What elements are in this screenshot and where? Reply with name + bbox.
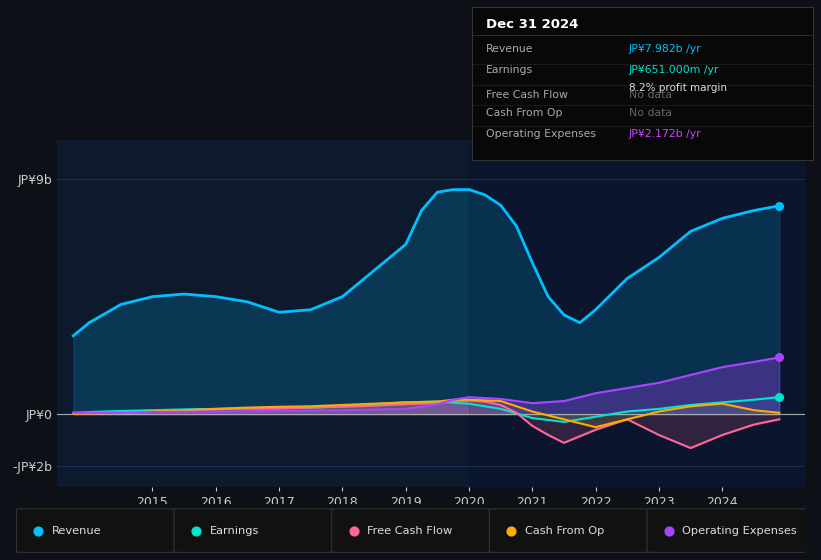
Text: 8.2% profit margin: 8.2% profit margin: [629, 83, 727, 94]
FancyBboxPatch shape: [647, 509, 808, 552]
Text: Revenue: Revenue: [52, 526, 102, 535]
Text: Cash From Op: Cash From Op: [486, 108, 562, 118]
Text: JP¥2.172b /yr: JP¥2.172b /yr: [629, 129, 701, 139]
FancyBboxPatch shape: [332, 509, 493, 552]
Text: JP¥7.982b /yr: JP¥7.982b /yr: [629, 44, 701, 54]
Point: [347, 526, 360, 535]
Text: Free Cash Flow: Free Cash Flow: [367, 526, 452, 535]
Bar: [469, 140, 805, 487]
Text: Earnings: Earnings: [209, 526, 259, 535]
Point: [32, 526, 45, 535]
FancyBboxPatch shape: [174, 509, 335, 552]
FancyBboxPatch shape: [489, 509, 650, 552]
Point: [773, 393, 786, 402]
Text: Cash From Op: Cash From Op: [525, 526, 604, 535]
Text: Operating Expenses: Operating Expenses: [486, 129, 596, 139]
Text: No data: No data: [629, 108, 672, 118]
Text: Revenue: Revenue: [486, 44, 533, 54]
Text: Operating Expenses: Operating Expenses: [682, 526, 797, 535]
Point: [190, 526, 203, 535]
Text: No data: No data: [629, 90, 672, 100]
FancyBboxPatch shape: [16, 509, 177, 552]
Point: [505, 526, 518, 535]
Text: Dec 31 2024: Dec 31 2024: [486, 18, 578, 31]
Point: [663, 526, 676, 535]
Point: [773, 353, 786, 362]
Point: [773, 201, 786, 210]
Text: Earnings: Earnings: [486, 65, 533, 75]
Text: Free Cash Flow: Free Cash Flow: [486, 90, 567, 100]
Text: JP¥651.000m /yr: JP¥651.000m /yr: [629, 65, 719, 75]
